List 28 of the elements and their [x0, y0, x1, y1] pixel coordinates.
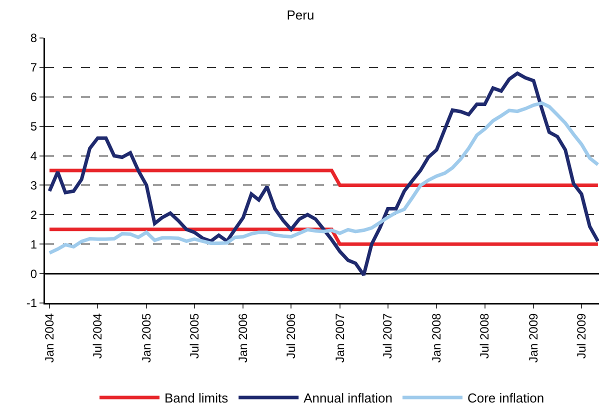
legend-label: Annual inflation: [304, 390, 392, 406]
y-tick-label: 3: [30, 178, 38, 192]
x-tick-label: Jan 2006: [236, 312, 250, 363]
x-tick-label: Jul 2004: [90, 312, 105, 359]
y-tick-label: 4: [30, 148, 38, 163]
y-tick-label: 2: [30, 208, 38, 222]
legend-label: Band limits: [164, 390, 229, 406]
x-tick-label: Jul 2009: [574, 312, 588, 359]
x-tick-label: Jan 2005: [139, 312, 154, 363]
y-tick-label: 8: [30, 31, 38, 46]
y-tick-label: 0: [30, 266, 38, 281]
chart-title: Peru: [286, 7, 314, 22]
x-tick-label: Jan 2007: [332, 312, 347, 363]
x-tick-label: Jan 2008: [429, 312, 444, 363]
y-tick-label: 1: [30, 237, 38, 252]
y-tick-label: 7: [30, 60, 38, 75]
line-series: [48, 72, 599, 277]
x-tick-label: Jul 2005: [187, 312, 202, 359]
y-tick-label: 6: [30, 90, 38, 104]
legend-label: Core inflation: [467, 390, 544, 406]
x-tick-label: Jul 2006: [284, 312, 298, 359]
y-tick-label: -1: [26, 296, 38, 310]
line-series: [48, 101, 599, 255]
x-tick-label: Jan 2009: [526, 312, 540, 363]
x-tick-label: Jul 2007: [380, 312, 395, 359]
y-tick-label: 5: [30, 120, 38, 134]
x-tick-label: Jan 2004: [42, 312, 56, 363]
x-tick-label: Jul 2008: [478, 312, 492, 359]
